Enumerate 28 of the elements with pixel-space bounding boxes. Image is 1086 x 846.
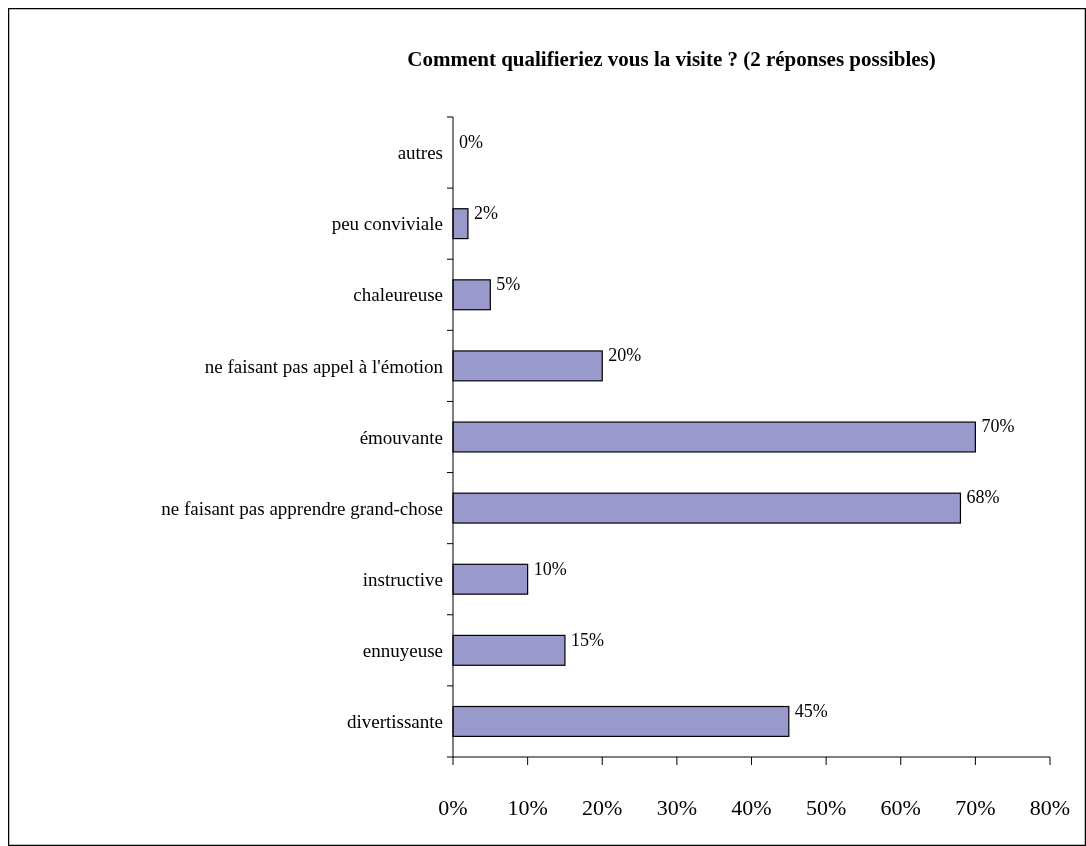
y-tick-label: ne faisant pas appel à l'émotion (204, 355, 444, 377)
x-tick-label: 80% (1029, 795, 1071, 820)
data-label: 45% (794, 700, 828, 721)
data-label: 2% (473, 203, 498, 224)
y-tick-label: instructive (362, 568, 443, 590)
x-tick-label: 60% (880, 795, 921, 820)
data-label: 70% (981, 416, 1015, 437)
y-tick-label: ne faisant pas apprendre grand-chose (161, 497, 443, 519)
x-tick-label: 10% (507, 795, 548, 820)
data-label: 68% (966, 487, 1000, 508)
y-tick-label: émouvante (359, 426, 443, 448)
chart-title: Comment qualifieriez vous la visite ? (2 réponses possibles) (407, 47, 936, 71)
x-tick-label: 70% (955, 795, 996, 820)
data-label: 5% (496, 274, 521, 295)
x-tick-label: 30% (656, 795, 698, 820)
y-tick-label: peu conviviale (331, 213, 443, 235)
y-tick-label: autres (397, 142, 443, 164)
y-tick-label: divertissante (346, 711, 443, 733)
x-tick-label: 40% (731, 795, 772, 820)
x-tick-label: 20% (582, 795, 623, 820)
y-tick-label: chaleureuse (353, 284, 443, 306)
data-label: 0% (459, 131, 483, 152)
data-label: 15% (570, 629, 604, 650)
x-tick-label: 0% (438, 795, 468, 820)
y-tick-label: ennuyeuse (362, 639, 443, 661)
x-tick-label: 50% (805, 795, 847, 820)
data-label: 10% (533, 558, 567, 579)
data-label: 20% (608, 345, 642, 366)
